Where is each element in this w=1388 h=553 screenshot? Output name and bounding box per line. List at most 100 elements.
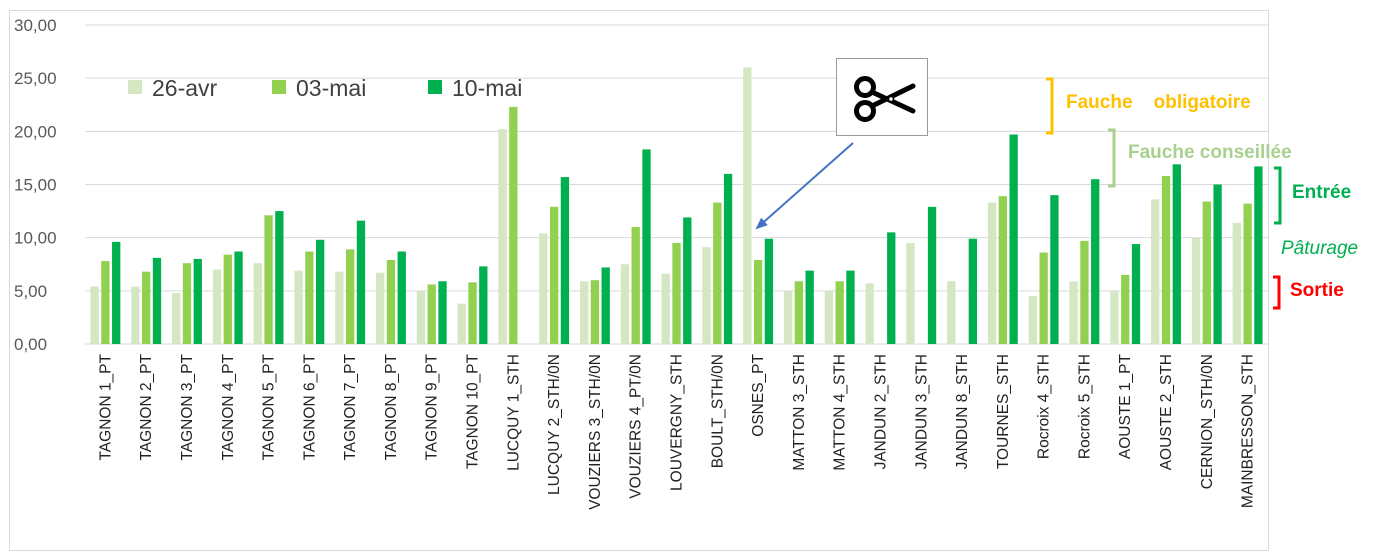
bar-26-avr [416, 290, 426, 344]
x-tick-label: TAGNON 4_PT [220, 353, 237, 460]
bar-10-mai [601, 267, 610, 344]
bar-03-mai [631, 227, 640, 344]
bar-10-mai [1009, 134, 1018, 344]
bar-10-mai [234, 251, 243, 344]
bar-10-mai [1050, 195, 1059, 344]
bar-26-avr [865, 283, 874, 344]
bar-03-mai [223, 254, 232, 344]
bracket [1274, 166, 1282, 225]
bar-03-mai [264, 215, 273, 344]
bracket [1046, 77, 1054, 135]
bar-26-avr [172, 292, 181, 344]
x-tick-label: LUCQUY 1_STH [505, 354, 522, 471]
x-tick-label: CERNION_STH/0N [1199, 354, 1216, 489]
bar-10-mai [479, 266, 488, 344]
x-axis-labels: TAGNON 1_PT TAGNON 2_PT TAGNON 3_PT TAGNON … [97, 353, 1256, 509]
legend-label: 03-mai [296, 75, 366, 101]
x-tick-label: OSNES_PT [750, 353, 767, 436]
x-tick-label: TAGNON 2_PT [138, 353, 155, 460]
x-tick-label: TAGNON 1_PT [97, 353, 114, 460]
annotations: Fauche obligatoire Fauche conseilléeEntré… [1046, 77, 1358, 310]
legend-label: 26-avr [152, 75, 218, 101]
y-tick-label: 20,00 [14, 122, 57, 141]
y-tick-label: 15,00 [14, 176, 57, 195]
x-tick-label: TAGNON 3_PT [179, 353, 196, 460]
bar-26-avr [457, 303, 466, 344]
bar-03-mai [794, 281, 804, 344]
annotation-label: Pâturage [1281, 238, 1358, 259]
bar-26-avr [579, 281, 589, 344]
bar-10-mai [642, 149, 651, 344]
x-tick-label: JANDUN 8_STH [954, 354, 971, 469]
x-tick-label: JANDUN 3_STH [913, 354, 930, 469]
bar-10-mai [275, 211, 284, 344]
bar-03-mai [549, 206, 559, 344]
y-tick-label: 10,00 [14, 229, 57, 248]
bars [90, 67, 1263, 345]
bar-03-mai [142, 271, 151, 344]
x-tick-label: TAGNON 6_PT [301, 353, 318, 460]
x-tick-label: BOULT_STH/0N [709, 354, 726, 468]
x-tick-label: VOUZIERS 3_STH/0N [587, 354, 604, 510]
bar-10-mai [764, 238, 774, 344]
scissors-icon [854, 76, 916, 122]
bar-10-mai [683, 217, 692, 344]
bar-26-avr [376, 272, 385, 344]
x-tick-label: MATTON 4_STH [832, 354, 849, 471]
bar-03-mai [998, 196, 1007, 344]
x-tick-label: Rocroix 5_STH [1076, 354, 1093, 459]
bar-10-mai [805, 270, 814, 344]
bar-03-mai [1202, 201, 1211, 344]
bar-26-avr [1191, 237, 1201, 344]
bar-10-mai [1091, 179, 1100, 344]
bar-10-mai [1131, 244, 1141, 344]
bar-10-mai [438, 281, 447, 344]
bar-26-avr [131, 286, 140, 344]
bar-26-avr [253, 263, 262, 344]
bar-03-mai [835, 281, 844, 344]
x-tick-label: LOUVERGNY_STH [669, 354, 686, 491]
bar-10-mai [397, 251, 406, 344]
bar-03-mai [427, 284, 436, 344]
bar-10-mai [193, 258, 202, 344]
bar-10-mai [316, 239, 325, 344]
x-tick-label: VOUZIERS 4_PT/0N [628, 354, 645, 499]
bar-03-mai [590, 280, 600, 344]
annotation-label: Sortie [1290, 280, 1344, 301]
bar-26-avr [90, 286, 99, 344]
x-tick-label: LUCQUY 2_STH/0N [546, 354, 563, 495]
bar-26-avr [906, 242, 915, 344]
x-tick-label: TOURNES_STH [995, 354, 1012, 469]
bar-26-avr [335, 271, 344, 344]
bar-26-avr [702, 247, 711, 344]
x-tick-label: TAGNON 7_PT [342, 353, 359, 460]
bar-26-avr [1028, 296, 1037, 344]
y-tick-label: 30,00 [14, 16, 57, 35]
legend-swatch [128, 80, 142, 94]
bar-03-mai [509, 106, 518, 344]
osnes-arrow [755, 142, 854, 230]
bar-26-avr [947, 281, 956, 344]
bracket [1108, 128, 1116, 188]
bar-03-mai [713, 202, 722, 344]
bar-10-mai [1172, 164, 1181, 344]
bar-03-mai [1039, 252, 1048, 344]
bracket [1273, 275, 1281, 310]
bar-10-mai [356, 220, 366, 344]
legend-swatch [272, 80, 286, 94]
bar-03-mai [672, 242, 681, 344]
legend: 26-avr 03-mai 10-mai [128, 75, 522, 101]
annotation-label: Fauche obligatoire [1066, 92, 1251, 113]
bar-03-mai [346, 249, 355, 344]
bar-26-avr [1069, 281, 1078, 344]
scissors-callout [836, 58, 928, 136]
y-axis-labels: 0,00 5,00 10,00 15,00 20,00 25,00 30,00 [14, 16, 57, 354]
bar-10-mai [723, 173, 733, 344]
bar-03-mai [468, 282, 477, 344]
x-tick-label: Rocroix 4_STH [1036, 354, 1053, 459]
bar-03-mai [1243, 203, 1252, 344]
bar-26-avr [987, 202, 997, 344]
arrow-line [755, 142, 854, 230]
y-tick-label: 5,00 [14, 282, 47, 301]
